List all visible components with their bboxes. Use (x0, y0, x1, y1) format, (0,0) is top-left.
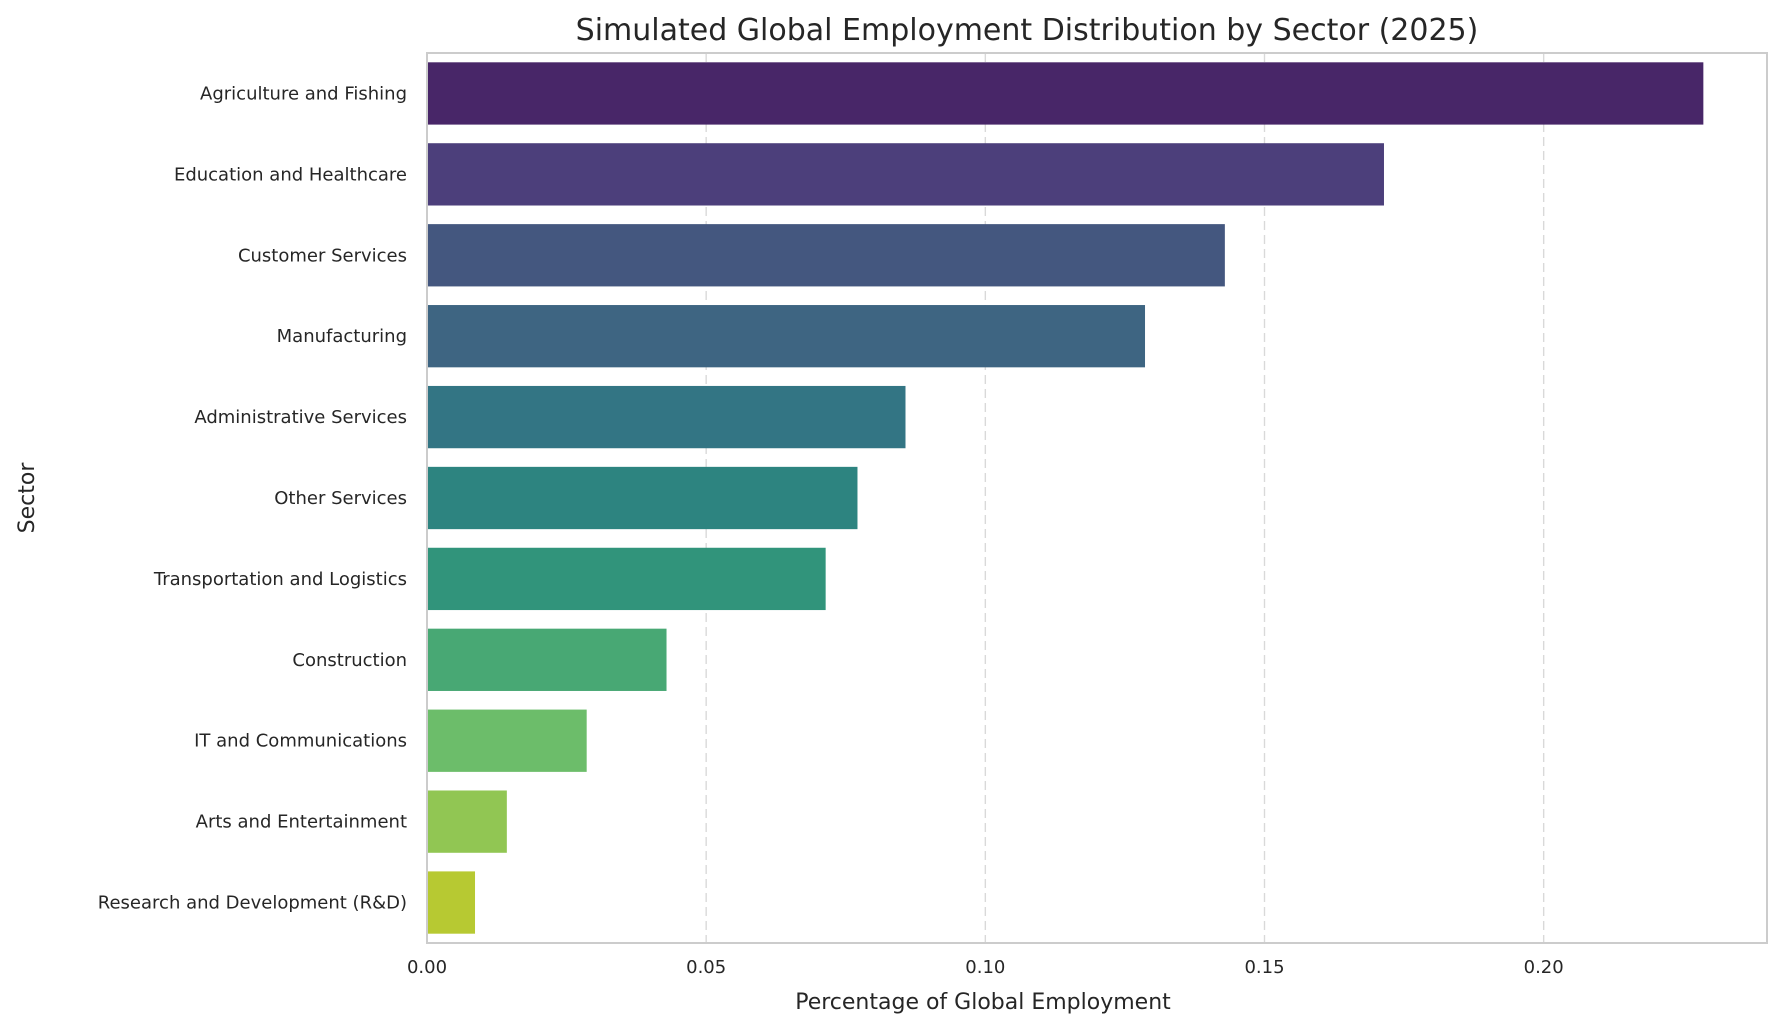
y-tick-label: Manufacturing (277, 326, 407, 347)
y-tick-label: IT and Communications (194, 731, 407, 752)
bar (427, 143, 1384, 206)
y-tick-label: Agriculture and Fishing (200, 83, 407, 104)
bar (427, 871, 476, 934)
bar (427, 790, 507, 853)
x-tick-label: 0.20 (1524, 957, 1564, 978)
bars (427, 62, 1704, 934)
x-tick-label: 0.05 (686, 957, 726, 978)
x-tick-label: 0.10 (965, 957, 1005, 978)
y-tick-label: Other Services (274, 488, 407, 509)
y-tick-label: Research and Development (R&D) (98, 893, 407, 914)
x-tick-label: 0.00 (407, 957, 447, 978)
y-tick-label: Education and Healthcare (174, 164, 407, 185)
y-tick-label: Administrative Services (194, 407, 407, 428)
y-tick-label: Customer Services (238, 245, 407, 266)
chart-title: Simulated Global Employment Distribution… (576, 13, 1479, 48)
bar (427, 466, 858, 530)
plot-area-frame (426, 52, 1768, 944)
bar (427, 305, 1146, 368)
x-tick-label: 0.15 (1244, 957, 1284, 978)
x-tick-labels: 0.00 0.05 0.10 0.15 0.20 (407, 957, 1564, 978)
bar (427, 385, 906, 449)
y-tick-label: Construction (292, 650, 407, 671)
y-axis-label: Sector (15, 462, 40, 534)
y-tick-label: Arts and Entertainment (196, 812, 407, 833)
bar (427, 224, 1225, 287)
bar (427, 709, 587, 772)
y-tick-labels: Agriculture and Fishing Education and Hea… (98, 83, 407, 913)
x-axis-label: Percentage of Global Employment (795, 990, 1171, 1015)
bar (427, 62, 1704, 125)
y-tick-label: Transportation and Logistics (153, 569, 407, 590)
bar (427, 628, 667, 691)
bar (427, 547, 826, 611)
